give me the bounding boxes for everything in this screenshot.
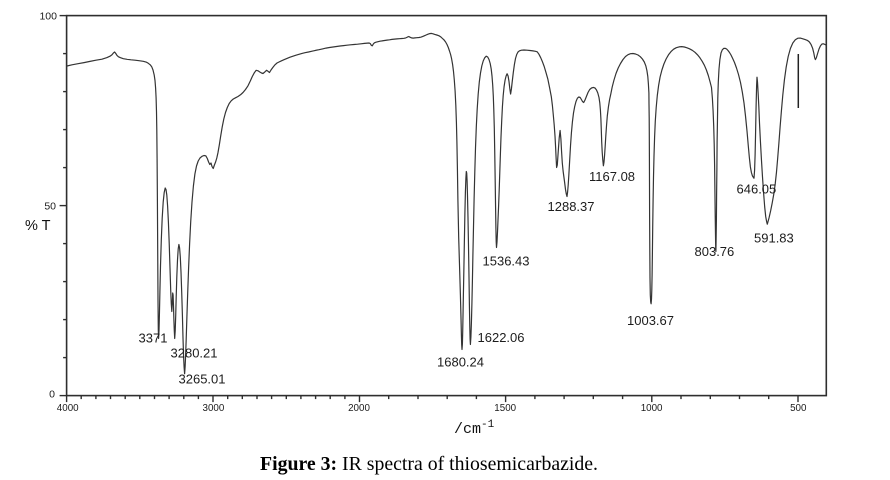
svg-text:591.83: 591.83 [754,231,794,246]
svg-text:646.05: 646.05 [737,182,777,197]
svg-text:3000: 3000 [203,403,225,414]
svg-text:4000: 4000 [57,403,79,414]
svg-text:1000: 1000 [641,403,663,414]
svg-text:100: 100 [39,11,57,23]
svg-text:1536.43: 1536.43 [483,254,530,269]
svg-text:1622.06: 1622.06 [478,330,525,345]
svg-text:1500: 1500 [494,403,516,414]
svg-text:803.76: 803.76 [695,244,735,259]
svg-text:3265.01: 3265.01 [179,372,226,387]
svg-text:3371: 3371 [139,331,168,346]
svg-text:1288.37: 1288.37 [548,199,595,214]
svg-text:500: 500 [790,403,807,414]
svg-text:50: 50 [44,201,56,213]
svg-text:0: 0 [49,389,55,401]
svg-text:% T: % T [25,218,51,234]
svg-text:3280.21: 3280.21 [171,346,218,361]
svg-text:1167.08: 1167.08 [589,169,635,184]
svg-text:1003.67: 1003.67 [627,313,674,328]
svg-text:2000: 2000 [348,403,370,414]
svg-text:1680.24: 1680.24 [437,355,484,370]
